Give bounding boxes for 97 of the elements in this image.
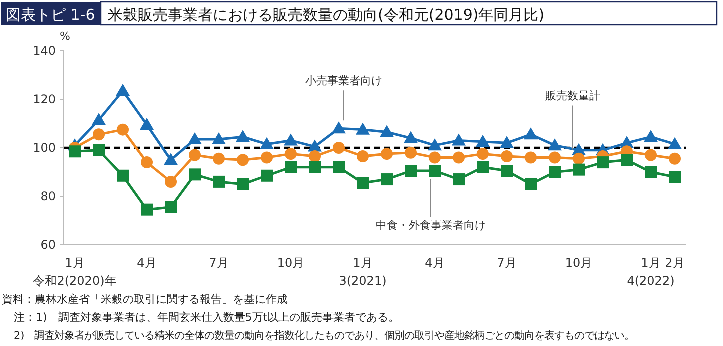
point (236, 130, 250, 142)
y-tick-label: 60 (40, 238, 56, 252)
point (117, 124, 129, 136)
point (645, 149, 657, 162)
point (308, 140, 322, 152)
point (357, 177, 369, 190)
point (165, 176, 177, 188)
point (597, 156, 609, 169)
x-tick-label: 7月 (497, 256, 517, 270)
text: 4(2022) (627, 274, 675, 288)
point (477, 161, 489, 174)
y-tick-label: 120 (33, 92, 56, 106)
text: 中食・外食事業者向け (376, 219, 486, 232)
x-tick-label: 7月 (209, 256, 229, 270)
point (381, 174, 393, 186)
point (93, 144, 105, 156)
point (645, 166, 657, 178)
point (309, 150, 321, 162)
point (212, 132, 226, 145)
point (549, 166, 561, 178)
point (92, 113, 106, 126)
point (141, 204, 153, 216)
y-tick-label: 80 (40, 190, 56, 204)
point (477, 148, 489, 160)
text: 令和2(2020)年 (33, 274, 117, 288)
x-tick-label: 4月 (425, 256, 445, 270)
point (189, 168, 201, 181)
chart-title: 米穀販売事業者における販売数量の動向(令和元(2019)年同月比) (108, 6, 545, 24)
point (548, 138, 562, 151)
x-tick-label: 1月 (353, 256, 373, 270)
point (573, 164, 585, 176)
point (669, 171, 681, 184)
point (237, 178, 249, 190)
point (285, 161, 297, 174)
text: 注：1) 調査対象事業者は、年間玄米仕入数量5万t以上の販売事業者である。 (14, 311, 400, 324)
point (549, 152, 561, 164)
point (428, 138, 442, 151)
point (525, 152, 537, 164)
point (261, 152, 273, 164)
point (140, 118, 154, 130)
point (116, 84, 130, 96)
point (668, 137, 682, 150)
x-tick-label: 4月 (137, 256, 157, 270)
point (453, 152, 465, 164)
point (284, 134, 298, 146)
point (405, 165, 417, 178)
point (213, 152, 225, 165)
point (669, 152, 681, 165)
point (237, 154, 249, 166)
point (117, 170, 129, 182)
point (525, 178, 537, 190)
text: 小売事業者向け (306, 74, 382, 88)
point (381, 148, 393, 160)
x-tick-label: 1月 (641, 256, 661, 270)
point (429, 152, 441, 164)
text: 3(2021) (339, 274, 387, 288)
point (501, 165, 513, 178)
point (189, 149, 201, 162)
point (405, 146, 417, 159)
y-tick-label: 100 (33, 141, 56, 155)
point (644, 130, 658, 142)
point (188, 132, 202, 145)
text: 図表トピ 1-6 (6, 6, 96, 24)
point (500, 136, 514, 148)
point (260, 137, 274, 150)
point (380, 125, 394, 138)
point (453, 174, 465, 186)
point (93, 128, 105, 141)
point (356, 122, 370, 135)
point (164, 153, 178, 166)
point (621, 154, 633, 166)
point (333, 161, 345, 174)
point (524, 128, 538, 140)
point (165, 201, 177, 214)
x-tick-label: 1月 (65, 256, 85, 270)
y-axis-title: % (60, 30, 70, 43)
point (333, 142, 345, 154)
point (332, 122, 346, 134)
point (213, 176, 225, 188)
point (501, 150, 513, 162)
x-tick-label: 2月 (665, 256, 685, 270)
y-tick-label: 140 (33, 44, 56, 58)
point (141, 156, 153, 169)
point (452, 134, 466, 146)
point (309, 161, 321, 174)
point (285, 148, 297, 160)
point (357, 150, 369, 162)
point (404, 131, 418, 144)
x-tick-label: 10月 (277, 256, 305, 270)
point (573, 152, 585, 165)
text: 2) 調査対象者が販売している精米の全体の数量の動向を指数化したものであり、個別の取引や産地銘柄ごとの動向を表すものではない。 (14, 330, 635, 342)
text: 販売数量計 (546, 90, 600, 103)
point (429, 165, 441, 178)
text: 資料：農林水産省「米穀の取引に関する報告」を基に作成 (2, 293, 288, 306)
point (261, 170, 273, 182)
x-tick-label: 10月 (565, 256, 593, 270)
point (476, 134, 490, 147)
